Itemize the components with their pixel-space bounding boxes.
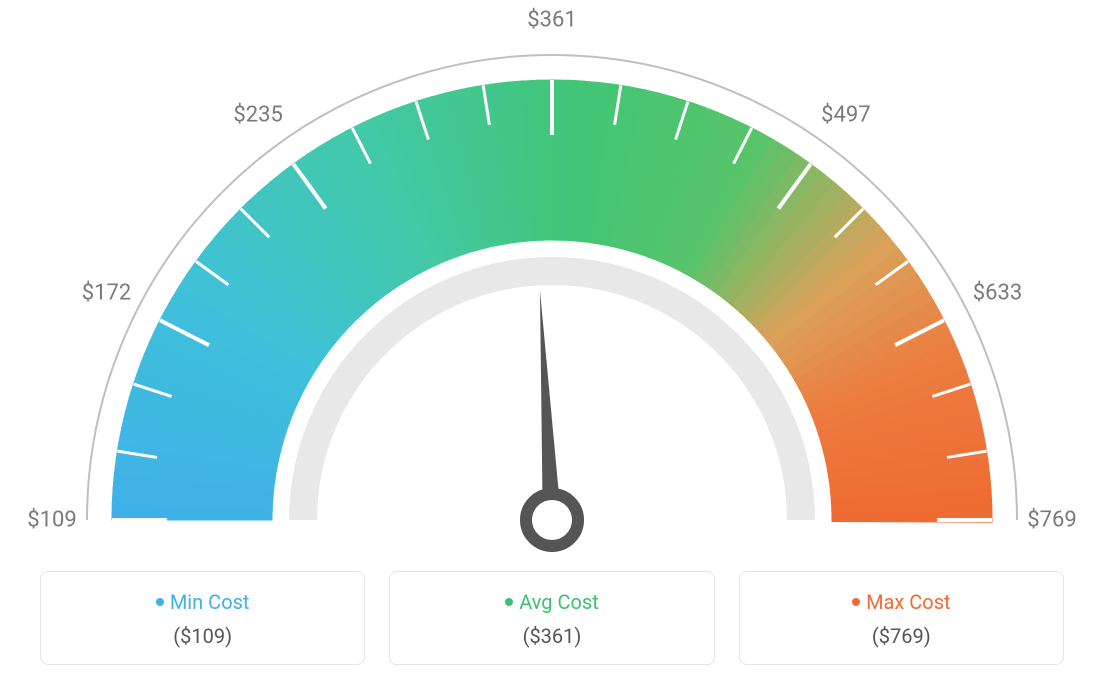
- gauge-scale-label: $633: [973, 281, 1022, 306]
- legend-min-label: Min Cost: [51, 590, 354, 614]
- legend-avg: Avg Cost ($361): [389, 571, 714, 665]
- legend-min: Min Cost ($109): [40, 571, 365, 665]
- gauge-chart: $109 $172 $235 $361 $497 $633 $769: [0, 0, 1104, 560]
- dot-icon: [852, 598, 860, 606]
- gauge-scale-label: $109: [27, 508, 76, 533]
- legend-min-label-text: Min Cost: [170, 590, 250, 614]
- gauge-scale-label: $361: [527, 8, 576, 33]
- legend-row: Min Cost ($109) Avg Cost ($361) Max Cost…: [40, 571, 1064, 665]
- gauge-scale-label: $769: [1027, 508, 1076, 533]
- gauge-scale-label: $497: [821, 103, 870, 128]
- legend-max: Max Cost ($769): [739, 571, 1064, 665]
- legend-avg-label-text: Avg Cost: [519, 590, 599, 614]
- dot-icon: [505, 598, 513, 606]
- legend-max-value: ($769): [750, 624, 1053, 648]
- gauge-scale-label: $172: [82, 281, 131, 306]
- gauge-scale-label: $235: [233, 103, 282, 128]
- dot-icon: [156, 598, 164, 606]
- legend-min-value: ($109): [51, 624, 354, 648]
- legend-avg-value: ($361): [400, 624, 703, 648]
- legend-avg-label: Avg Cost: [400, 590, 703, 614]
- legend-max-label-text: Max Cost: [866, 590, 951, 614]
- legend-max-label: Max Cost: [750, 590, 1053, 614]
- cost-gauge-widget: $109 $172 $235 $361 $497 $633 $769 Min Cost ($…: [0, 0, 1104, 690]
